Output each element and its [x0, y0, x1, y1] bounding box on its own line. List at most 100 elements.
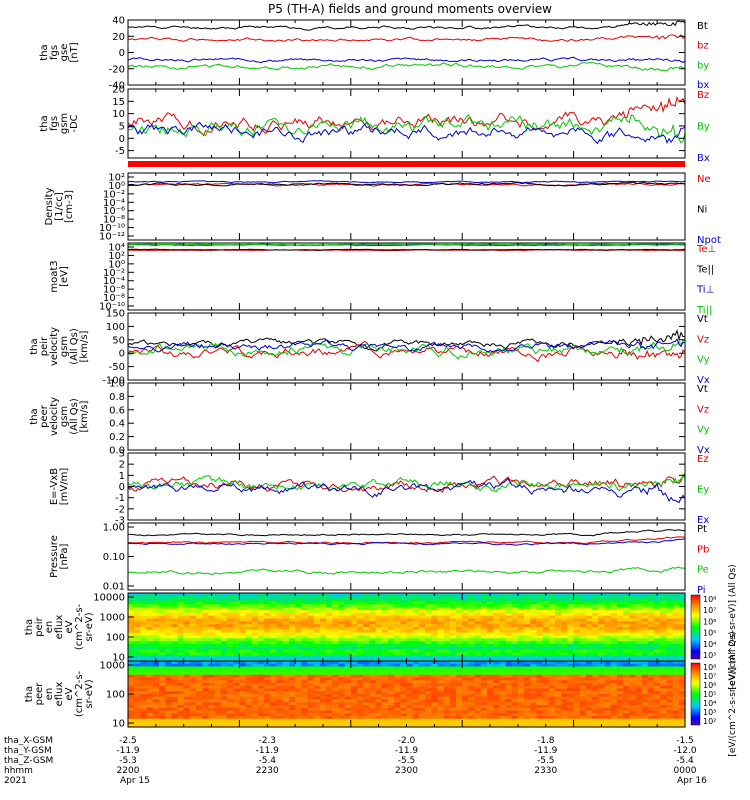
heatmap-cell	[227, 641, 234, 645]
heatmap-cell	[165, 655, 172, 659]
heatmap-cell	[257, 655, 265, 659]
heatmap-cell	[425, 696, 432, 701]
heatmap-cell	[326, 707, 333, 712]
series-Ex-line	[127, 477, 686, 504]
heatmap-cell	[524, 669, 531, 673]
legend-Vy: Vy	[697, 425, 710, 436]
heatmap-cell	[220, 607, 228, 611]
heatmap-cell	[387, 666, 395, 670]
heatmap-cell	[257, 713, 265, 717]
heatmap-cell	[654, 688, 661, 692]
heatmap-cell	[270, 655, 278, 659]
heatmap-cell	[332, 610, 340, 614]
heatmap-cell	[437, 696, 445, 701]
heatmap-cell	[189, 595, 197, 600]
heatmap-cell	[307, 710, 315, 714]
heatmap-cell	[462, 629, 469, 634]
heatmap-cell	[561, 618, 569, 622]
heatmap-cell	[449, 724, 457, 728]
heatmap-cell	[282, 595, 290, 600]
heatmap-cell	[171, 601, 179, 605]
heatmap-cell	[406, 705, 414, 709]
heatmap-cell	[456, 680, 463, 684]
heatmap-cell	[555, 621, 562, 625]
heatmap-cell	[394, 694, 401, 698]
heatmap-cell	[276, 691, 284, 695]
heatmap-cell	[542, 710, 550, 714]
heatmap-cell	[282, 713, 290, 717]
heatmap-cell	[350, 674, 358, 679]
heatmap-cell	[239, 595, 247, 600]
heatmap-cell	[610, 610, 618, 614]
heatmap-cell	[660, 629, 668, 634]
heatmap-cell	[592, 641, 599, 645]
heatmap-cell	[363, 655, 370, 659]
heatmap-cell	[610, 604, 618, 608]
heatmap-cell	[233, 707, 240, 712]
heatmap-cell	[319, 618, 327, 622]
heatmap-cell	[437, 688, 445, 692]
heatmap-cell	[474, 615, 482, 620]
heatmap-cell	[548, 618, 556, 622]
heatmap-cell	[493, 724, 500, 728]
heatmap-cell	[654, 710, 661, 714]
heatmap-cell	[332, 658, 340, 662]
heatmap-cell	[660, 601, 668, 605]
heatmap-cell	[257, 652, 265, 656]
heatmap-cell	[338, 716, 346, 720]
heatmap-cell	[493, 661, 500, 665]
heatmap-cell	[276, 669, 284, 673]
heatmap-cell	[660, 661, 668, 665]
heatmap-cell	[592, 718, 599, 723]
heatmap-cell	[326, 615, 333, 620]
heatmap-cell	[666, 707, 674, 712]
heatmap-cell	[177, 718, 185, 723]
heatmap-cell	[672, 649, 680, 654]
heatmap-cell	[140, 724, 148, 728]
heatmap-cell	[635, 699, 643, 703]
heatmap-cell	[251, 624, 259, 628]
heatmap-cell	[629, 694, 637, 698]
heatmap-cell	[567, 672, 575, 676]
heatmap-cell	[585, 627, 593, 631]
heatmap-cell	[158, 674, 166, 679]
heatmap-cell	[672, 661, 680, 665]
heatmap-cell	[629, 635, 637, 639]
heatmap-cell	[381, 688, 389, 692]
heatmap-cell	[511, 652, 519, 656]
heatmap-cell	[288, 644, 296, 648]
heatmap-cell	[134, 702, 141, 706]
heatmap-cell	[610, 612, 618, 617]
heatmap-cell	[647, 707, 655, 712]
heatmap-cell	[326, 705, 333, 709]
heatmap-cell	[214, 666, 222, 670]
heatmap-cell	[233, 652, 240, 656]
heatmap-cell	[524, 683, 531, 687]
heatmap-cell	[517, 646, 525, 651]
heatmap-cell	[319, 598, 327, 603]
heatmap-cell	[561, 666, 569, 670]
heatmap-cell	[128, 699, 135, 703]
heatmap-cell	[456, 677, 463, 681]
heatmap-cell	[356, 610, 364, 614]
heatmap-cell	[610, 713, 618, 717]
heatmap-cell	[189, 680, 197, 684]
heatmap-cell	[220, 674, 228, 679]
heatmap-cell	[462, 677, 469, 681]
heatmap-cell	[171, 638, 179, 642]
heatmap-cell	[542, 644, 550, 648]
heatmap-cell	[288, 624, 296, 628]
heatmap-cell	[257, 658, 265, 662]
heatmap-cell	[406, 624, 414, 628]
heatmap-cell	[128, 696, 135, 701]
heatmap-cell	[406, 655, 414, 659]
heatmap-cell	[486, 618, 494, 622]
heatmap-cell	[276, 635, 284, 639]
legend-Ni: Ni	[697, 205, 707, 216]
heatmap-cell	[579, 699, 587, 703]
heatmap-cell	[251, 694, 259, 698]
heatmap-cell	[202, 601, 210, 605]
colorbar-tick-label: 10³	[703, 651, 716, 660]
heatmap-cell	[623, 646, 630, 651]
heatmap-cell	[158, 724, 166, 728]
